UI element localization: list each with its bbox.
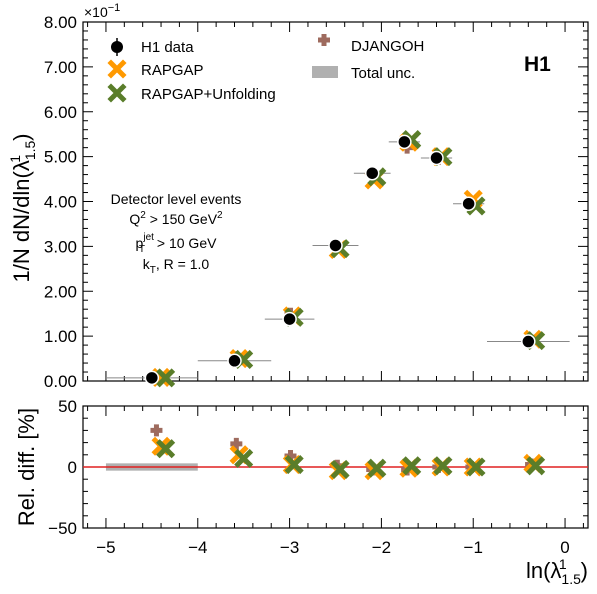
main-y-tick-label: 3.00: [44, 237, 77, 256]
annotation-q-rest: > 150 GeV: [146, 211, 218, 227]
h1-data-point: [429, 150, 444, 166]
main-y-axis-title-sup: 1: [7, 155, 23, 163]
annotation-q: Q: [129, 211, 140, 227]
main-y-axis-title: 1/N dN/dln(λ1.51): [7, 134, 38, 283]
main-y-tick-label: 5.00: [44, 148, 77, 167]
annotation-p: p: [136, 235, 144, 251]
x-tick-label: 0: [560, 538, 569, 557]
h1-data-point: [364, 165, 380, 181]
selection-annotation: Detector level events Q2 > 150 GeV2 pjet…: [111, 191, 242, 276]
main-y-axis-title-close: ): [9, 134, 34, 141]
ratio-data-marks: [150, 424, 546, 481]
x-tick-label: −3: [280, 538, 299, 557]
rapgap-unfolding-point: [156, 368, 176, 388]
ratio-rapgap-unfolding-point: [367, 458, 387, 478]
legend-item-rapgap: RAPGAP: [107, 59, 204, 79]
ratio-y-tick-label: 50: [58, 397, 77, 416]
main-y-tick-label: 6.00: [44, 103, 77, 122]
ratio-djangoh-point: [230, 437, 243, 450]
annotation-p-sub: T: [139, 244, 145, 255]
legend-total-unc-label: Total unc.: [351, 65, 415, 82]
main-y-tick-label: 7.00: [44, 58, 77, 77]
ratio-rapgap-unfolding-point: [156, 439, 176, 459]
ratio-djangoh-point: [150, 424, 163, 437]
annotation-line-2: Q2 > 150 GeV2: [129, 210, 223, 227]
legend-djangoh-marker: [318, 34, 330, 46]
ratio-rapgap-unfolding-point: [234, 448, 254, 468]
annotation-q-rest-sup: 2: [217, 210, 223, 221]
x-tick-label: −1: [464, 538, 483, 557]
main-y-axis-title-sub: 1.5: [22, 140, 38, 160]
h1-data-point: [397, 134, 412, 150]
ratio-rapgap-unfolding-point: [526, 456, 546, 476]
annotation-q-sup: 2: [140, 210, 146, 221]
ratio-rapgap-unfolding-point: [466, 457, 486, 477]
main-axis-ticks: 0.00 1.00 2.00 3.00 4.00 5.00 6.00 7.00 8.00: [44, 13, 588, 391]
legend-h1-data-marker: [111, 41, 123, 53]
annotation-line-1: Detector level events: [111, 191, 242, 207]
x-tick-label: −5: [96, 538, 115, 557]
y-exponent-power: −1: [108, 2, 121, 14]
y-exponent-label: ×10−1: [84, 2, 120, 20]
ratio-y-tick-label: 0: [68, 458, 77, 477]
x-axis-title-sup: 1: [559, 556, 567, 572]
ratio-axis-ticks: −5 −4 −3 −2 −1 0 −50 0 50: [48, 397, 588, 557]
h1-data-point: [461, 196, 476, 211]
h1-data-point: [144, 370, 160, 386]
main-y-tick-label: 8.00: [44, 13, 77, 32]
legend-djangoh-label: DJANGOH: [351, 38, 424, 55]
main-y-tick-label: 0.00: [44, 372, 77, 391]
legend-item-total-unc: Total unc.: [312, 65, 415, 82]
legend-item-djangoh: DJANGOH: [318, 34, 424, 55]
main-y-axis-title-main: 1/N dN/dln(λ: [9, 160, 34, 282]
ratio-y-axis-title: Rel. diff. [%]: [14, 408, 39, 526]
x-axis-title-main: ln(λ: [526, 558, 561, 583]
legend-item-h1-data: H1 data: [111, 38, 194, 56]
ratio-rapgap-unfolding-point: [433, 456, 453, 476]
legend-item-rapgap-unfolding: RAPGAP+Unfolding: [107, 83, 276, 103]
annotation-p-rest: > 10 GeV: [153, 235, 217, 251]
legend-rapgap-marker: [107, 59, 127, 79]
legend-h1-data-label: H1 data: [141, 39, 194, 56]
main-y-tick-label: 4.00: [44, 193, 77, 212]
annotation-p-sup: jet: [142, 232, 154, 243]
h1-data-point: [328, 238, 343, 253]
ratio-y-tick-label: −50: [48, 519, 77, 538]
annotation-k-sub: T: [150, 265, 156, 276]
ratio-rapgap-unfolding-point: [284, 455, 304, 475]
h1-data-point: [227, 353, 242, 369]
annotation-line-4: kT, R = 1.0: [143, 256, 210, 276]
h1-data-point: [521, 334, 536, 349]
ratio-rapgap-unfolding-point: [402, 456, 422, 476]
h1-data-point: [282, 311, 297, 327]
x-axis-title: ln(λ1.51): [526, 556, 588, 587]
legend-total-unc-swatch: [312, 66, 338, 78]
legend-rapgap-unfolding-label: RAPGAP+Unfolding: [141, 86, 276, 103]
annotation-line-3: pjet T > 10 GeV: [136, 232, 218, 255]
x-tick-label: −4: [188, 538, 207, 557]
x-tick-label: −2: [372, 538, 391, 557]
annotation-k-rest: , R = 1.0: [156, 256, 210, 272]
main-y-tick-label: 1.00: [44, 327, 77, 346]
main-data-marks: [105, 130, 570, 388]
h1-brand-label: H1: [524, 53, 551, 76]
legend-rapgap-label: RAPGAP: [141, 62, 204, 79]
legend-rapgap-unfolding-marker: [107, 83, 127, 103]
main-y-tick-label: 2.00: [44, 282, 77, 301]
x-axis-title-close: ): [581, 558, 588, 583]
annotation-k: k: [143, 256, 151, 272]
legend: H1 data RAPGAP RAPGAP+Unfolding DJANGOH …: [107, 34, 424, 103]
x-axis-title-sub: 1.5: [561, 571, 581, 587]
ratio-rapgap-unfolding-point: [330, 459, 350, 479]
y-exponent-base: ×10: [84, 4, 108, 20]
